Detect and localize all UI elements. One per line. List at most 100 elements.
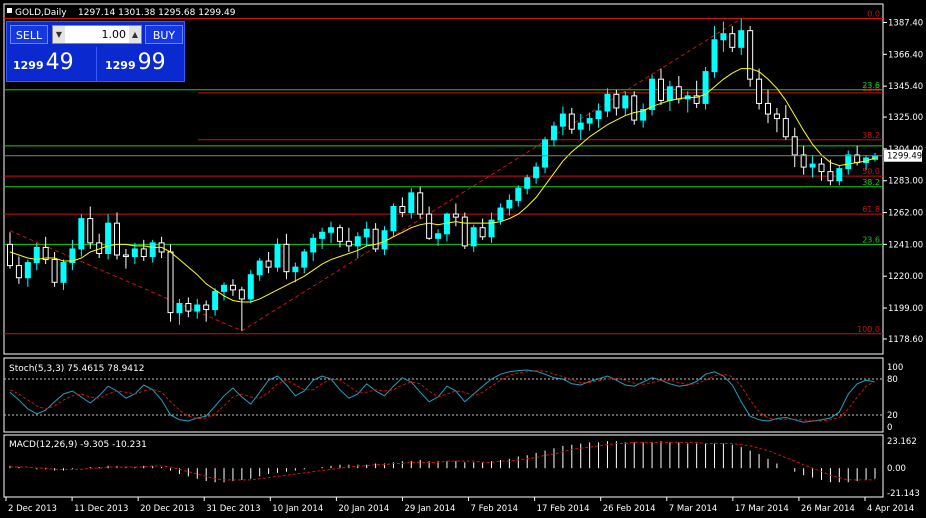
bull-candle <box>221 284 228 292</box>
bear-candle <box>51 259 58 283</box>
bull-candle <box>131 248 138 258</box>
bull-candle <box>533 166 540 179</box>
symbol-menu-icon[interactable] <box>7 8 12 13</box>
time-axis-label: 31 Dec 2013 <box>206 504 260 514</box>
bull-candle <box>595 110 602 120</box>
bull-candle <box>470 227 477 247</box>
bull-candle <box>577 122 584 130</box>
bull-candle <box>78 218 85 250</box>
bull-candle <box>390 205 397 232</box>
current-price-label: 1299.49 <box>887 152 922 162</box>
bear-candle <box>782 118 789 138</box>
bear-candle <box>773 113 780 120</box>
time-axis-label: 11 Dec 2013 <box>74 504 128 514</box>
bull-candle <box>354 236 361 247</box>
lot-decrease-icon[interactable]: ▼ <box>53 26 65 43</box>
fib-level-label: 0.0 <box>867 10 880 19</box>
bear-candle <box>265 260 272 268</box>
bull-candle <box>559 113 566 127</box>
bid-price-big: 49 <box>45 50 74 75</box>
moving-average-line <box>9 68 876 303</box>
one-click-trading-panel: SELL ▼ ▲ BUY 129949 129999 <box>6 21 185 82</box>
macd-axis-label: -21.143 <box>887 489 920 499</box>
ask-price-big: 99 <box>137 50 166 75</box>
bear-candle <box>791 136 798 156</box>
time-axis-label: 4 Apr 2014 <box>867 504 914 514</box>
fib-level-label: 38.2 <box>862 178 880 187</box>
bear-candle <box>283 243 290 273</box>
bull-candle <box>310 237 317 253</box>
bear-candle <box>417 192 424 215</box>
fib-level-label: 23.6 <box>862 235 880 244</box>
bull-candle <box>274 243 281 268</box>
bear-candle <box>87 218 94 244</box>
price-axis-label: 1366.40 <box>888 50 923 60</box>
sell-button[interactable]: SELL <box>10 25 48 44</box>
bull-candle <box>666 86 673 101</box>
time-axis-label: 20 Dec 2013 <box>140 504 194 514</box>
bear-candle <box>693 95 700 104</box>
bid-price[interactable]: 129949 <box>13 50 74 75</box>
bear-candle <box>7 243 13 267</box>
lot-size-input[interactable] <box>65 28 129 41</box>
fib-level-label: 100.0 <box>857 325 880 334</box>
bear-candle <box>42 246 49 261</box>
time-axis-label: 7 Mar 2014 <box>669 504 717 514</box>
bull-candle <box>711 39 718 73</box>
bear-candle <box>800 154 807 168</box>
bull-candle <box>524 177 531 189</box>
bear-candle <box>399 205 406 214</box>
bull-candle <box>720 33 727 41</box>
stoch-axis-label: 20 <box>887 411 898 421</box>
bull-candle <box>381 230 388 250</box>
stoch-axis-label: 80 <box>887 375 898 385</box>
pane-frame-1 <box>3 357 884 433</box>
bull-candle <box>69 248 76 264</box>
bear-candle <box>336 227 343 242</box>
bear-candle <box>764 102 771 115</box>
fib-level-label: 38.2 <box>862 131 880 140</box>
bear-candle <box>122 254 129 258</box>
chart-header-symbol: GOLD,Daily <box>15 8 67 18</box>
bull-candle <box>33 246 40 264</box>
price-axis-label: 1283.00 <box>888 177 923 187</box>
price-axis-label: 1241.00 <box>888 240 923 250</box>
bull-candle <box>301 251 308 268</box>
bull-candle <box>702 71 709 104</box>
bear-candle <box>140 248 147 258</box>
lot-increase-icon[interactable]: ▲ <box>129 26 141 43</box>
time-axis-label: 26 Mar 2014 <box>801 504 855 514</box>
bull-candle <box>845 154 852 170</box>
bid-price-small: 1299 <box>13 59 44 72</box>
buy-button[interactable]: BUY <box>145 25 183 44</box>
fib-level-label: 23.6 <box>862 81 880 90</box>
bear-candle <box>238 289 245 300</box>
bear-candle <box>747 30 754 80</box>
time-axis-label: 17 Feb 2014 <box>537 504 590 514</box>
ask-price[interactable]: 129999 <box>105 50 166 75</box>
bear-candle <box>185 302 192 312</box>
time-axis-label: 10 Jan 2014 <box>272 504 323 514</box>
stoch-axis-label: 100 <box>887 363 903 373</box>
bear-candle <box>114 222 121 256</box>
lot-size-stepper[interactable]: ▼ ▲ <box>52 25 142 44</box>
bear-candle <box>613 93 620 109</box>
price-axis-label: 1387.40 <box>888 18 923 28</box>
bull-candle <box>60 262 67 283</box>
bear-candle <box>657 78 664 101</box>
bull-candle <box>408 192 415 214</box>
bull-candle <box>149 242 156 258</box>
bull-candle <box>542 139 549 168</box>
bull-candle <box>649 78 656 110</box>
bear-candle <box>372 228 379 250</box>
price-axis-label: 1199.00 <box>888 304 923 314</box>
bear-candle <box>479 227 486 238</box>
price-axis-label: 1262.00 <box>888 209 923 219</box>
bull-candle <box>488 219 495 238</box>
bull-candle <box>292 266 299 273</box>
bull-candle <box>24 262 31 279</box>
bull-candle <box>328 227 335 233</box>
bear-candle <box>15 265 22 279</box>
pane-frame-0 <box>3 3 884 355</box>
